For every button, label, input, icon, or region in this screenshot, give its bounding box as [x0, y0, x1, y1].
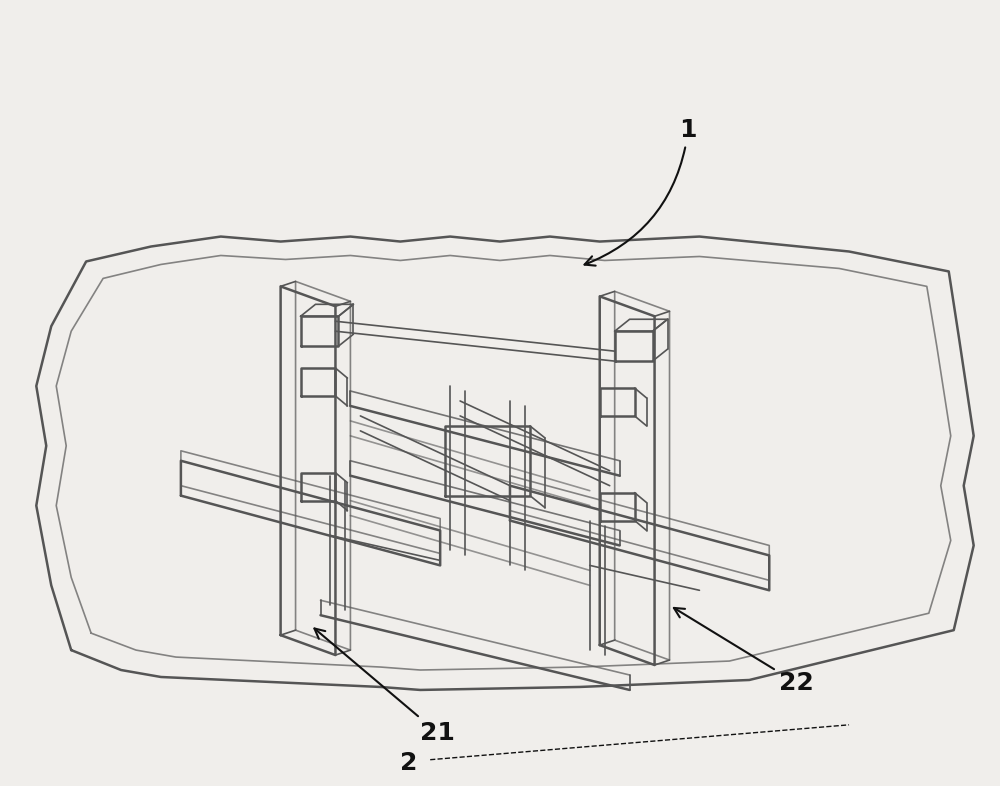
- Text: 2: 2: [400, 751, 418, 775]
- Text: 22: 22: [674, 608, 814, 695]
- Text: 21: 21: [314, 629, 455, 745]
- Text: 1: 1: [585, 118, 697, 266]
